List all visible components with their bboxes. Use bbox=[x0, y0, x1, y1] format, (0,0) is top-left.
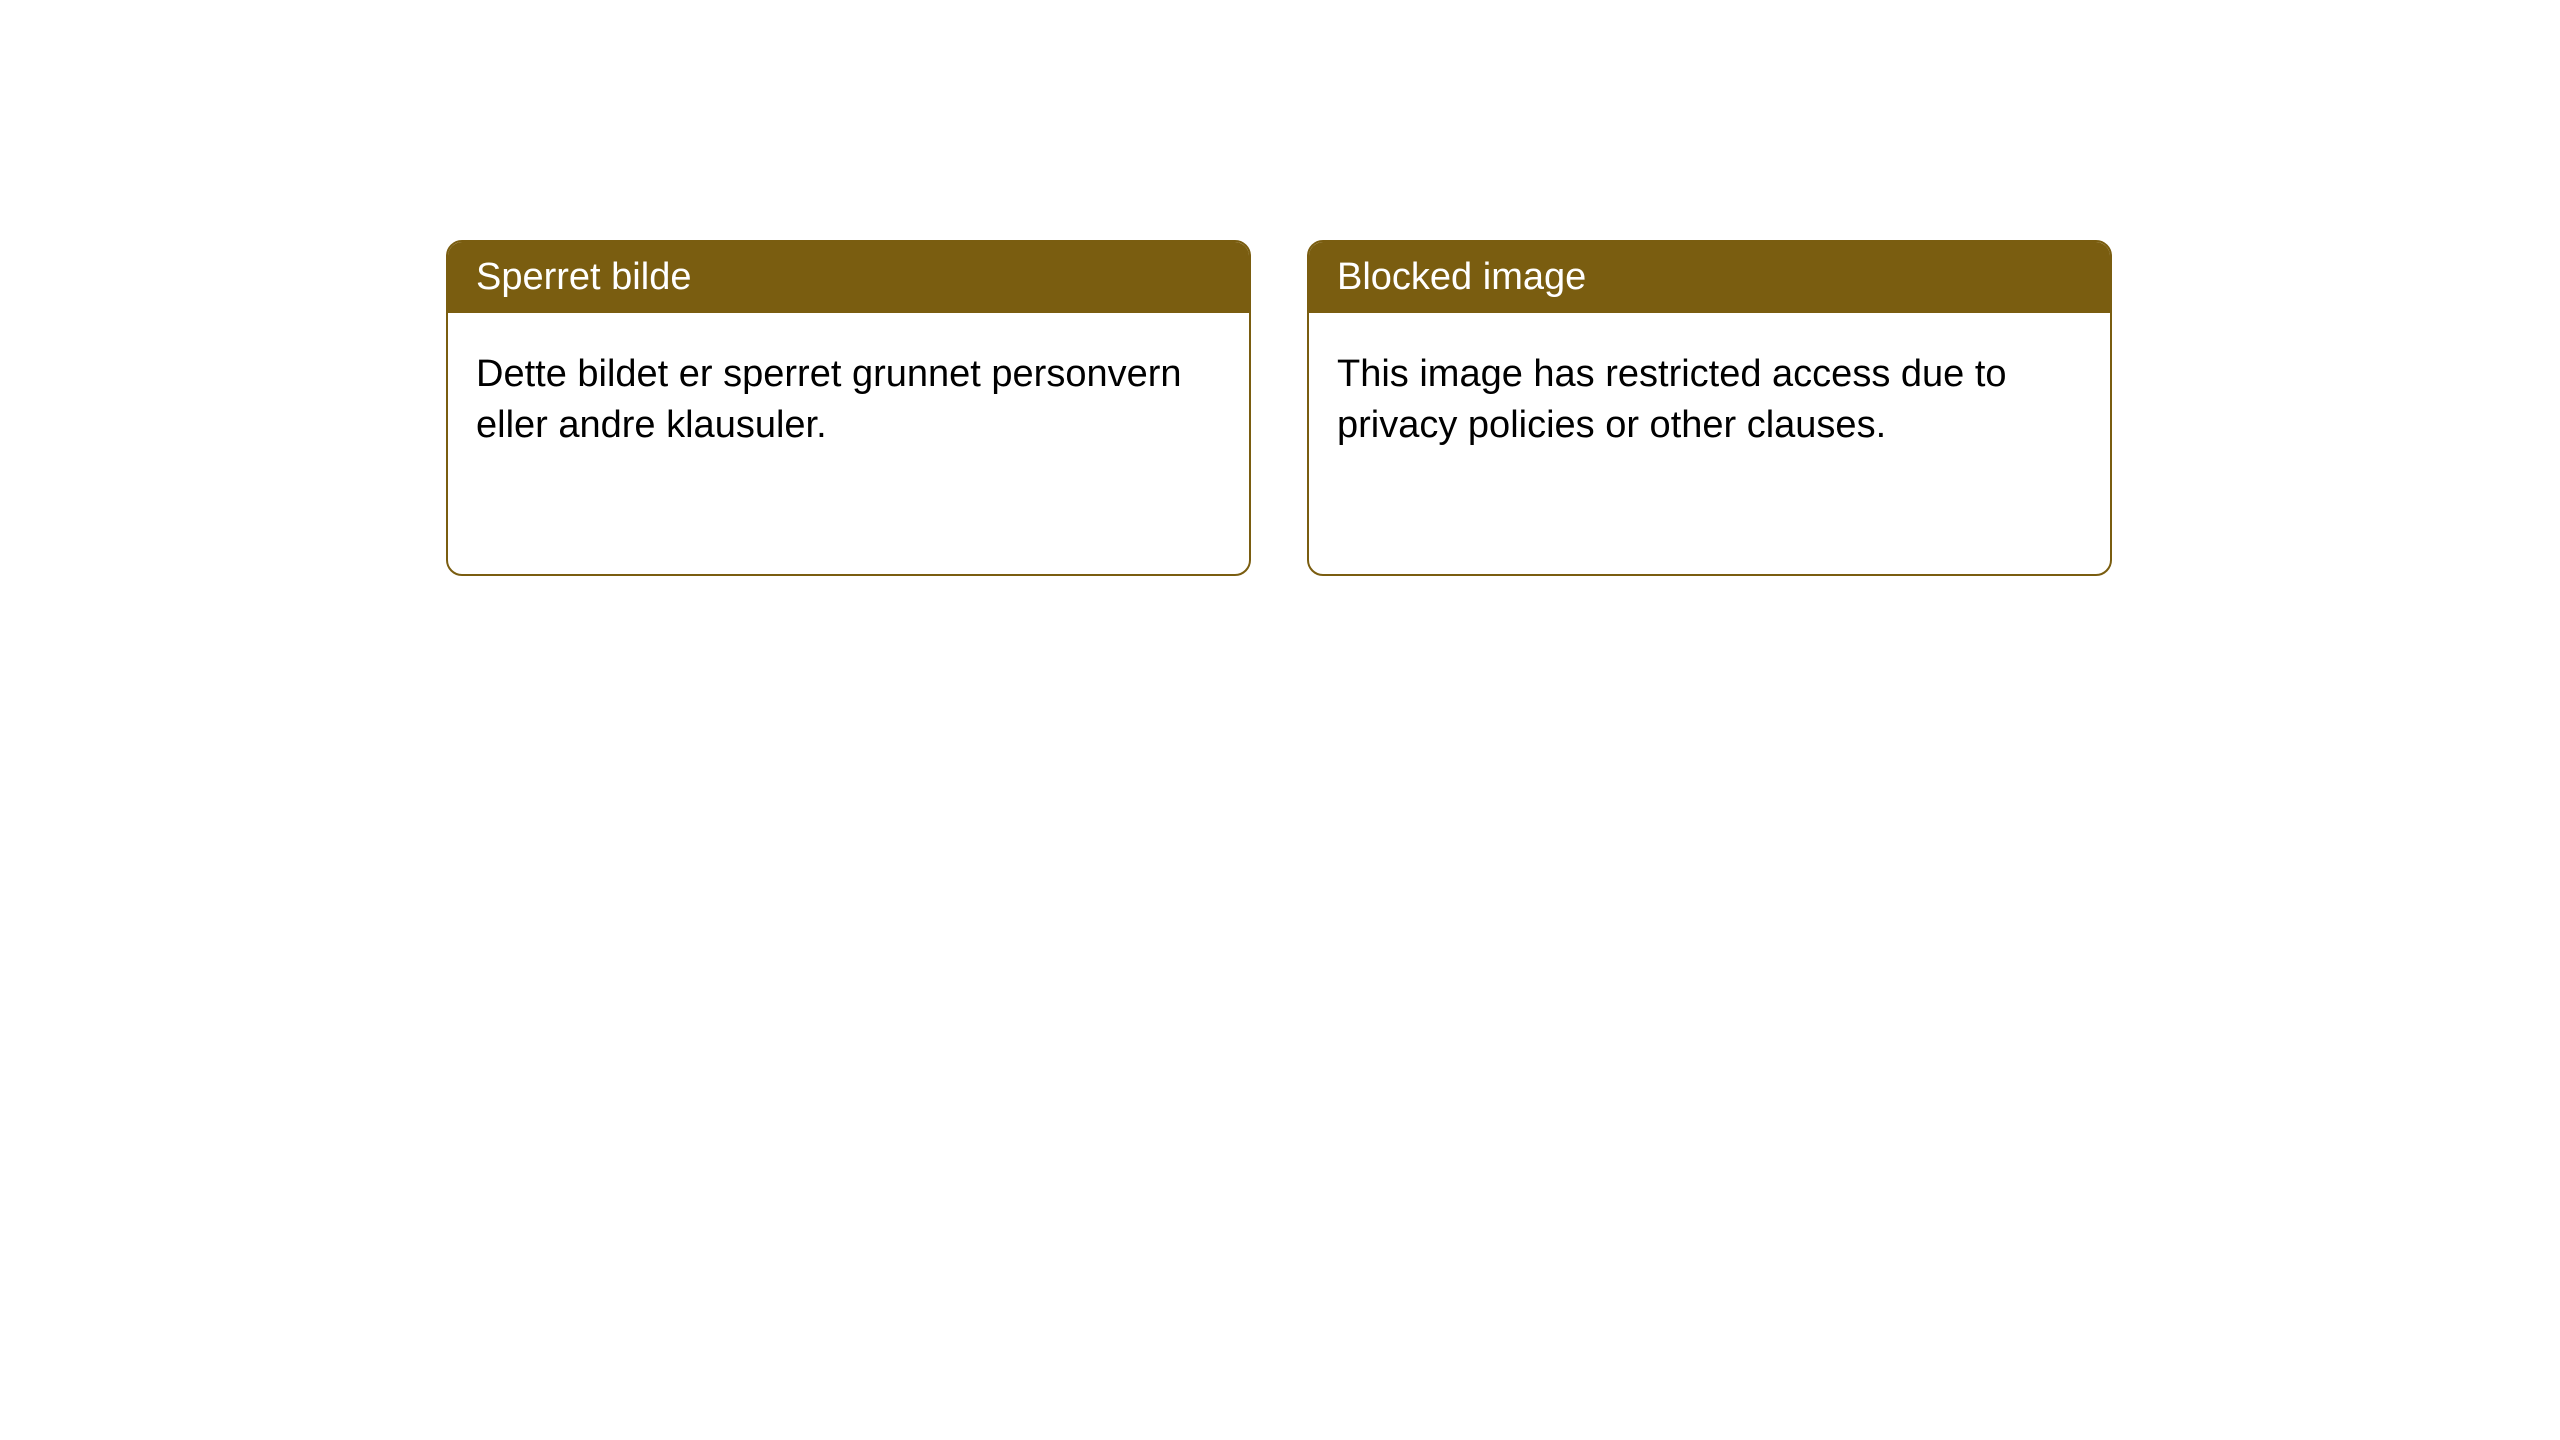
notice-cards-row: Sperret bilde Dette bildet er sperret gr… bbox=[446, 240, 2112, 576]
blocked-image-card-en: Blocked image This image has restricted … bbox=[1307, 240, 2112, 576]
card-header-no: Sperret bilde bbox=[448, 242, 1249, 313]
blocked-image-card-no: Sperret bilde Dette bildet er sperret gr… bbox=[446, 240, 1251, 576]
card-body-no: Dette bildet er sperret grunnet personve… bbox=[448, 313, 1249, 574]
card-body-en: This image has restricted access due to … bbox=[1309, 313, 2110, 574]
card-header-en: Blocked image bbox=[1309, 242, 2110, 313]
